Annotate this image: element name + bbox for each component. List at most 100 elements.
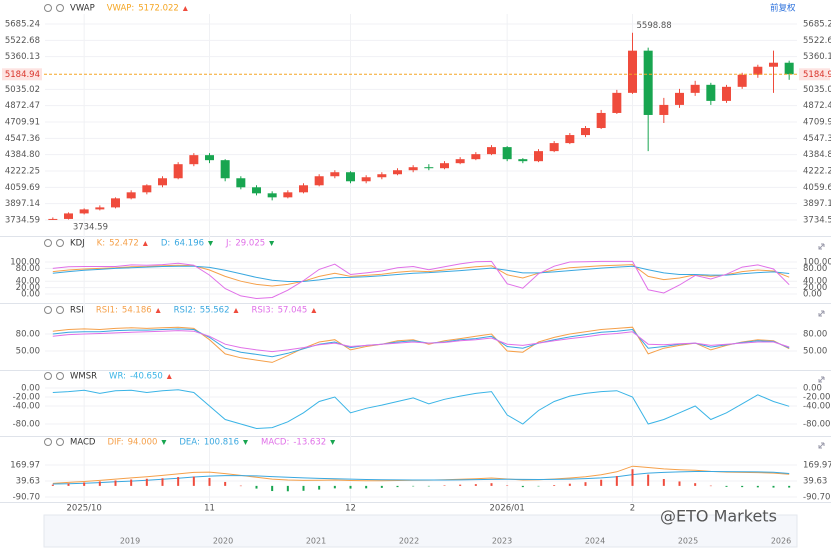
candle-body: [596, 112, 606, 129]
y-tick-label: 4709.91: [5, 118, 40, 128]
y-tick-label: 5685.24: [803, 20, 831, 30]
histogram-bar: [756, 485, 759, 488]
histogram-bar: [302, 485, 305, 491]
adjust-toggle[interactable]: 前复权: [770, 3, 796, 14]
y-tick-label: 4222.25: [803, 166, 831, 176]
x-tick-label: 12: [345, 504, 356, 514]
y-tick-label: -90.70: [13, 493, 40, 503]
candle-body: [737, 74, 747, 87]
trend-arrow: [269, 241, 275, 246]
candle-body: [95, 207, 105, 210]
y-tick-label: -20.00: [803, 393, 830, 403]
trend-arrow: [233, 308, 239, 313]
close-icon[interactable]: [56, 4, 64, 12]
settings-icon[interactable]: [44, 372, 52, 380]
close-icon[interactable]: [56, 372, 64, 380]
histogram-bar: [51, 484, 54, 486]
candle-body: [675, 92, 684, 105]
histogram-bar: [647, 474, 650, 486]
settings-icon[interactable]: [44, 4, 52, 12]
legend-name: MACD:: [261, 438, 289, 448]
histogram-bar: [239, 485, 242, 487]
panel-title: KDJ: [70, 239, 85, 249]
y-tick-label: 5522.68: [5, 36, 40, 46]
y-tick-label: 5035.02: [5, 85, 40, 95]
y-tick-label: 4709.91: [803, 118, 831, 128]
y-tick-label: 80.00: [16, 330, 40, 340]
navigator-year: 2022: [399, 537, 419, 546]
legend-value: 29.025: [235, 239, 265, 249]
candle-body: [267, 193, 277, 198]
y-tick-label: 39.63: [16, 477, 40, 487]
legend-name: DEA:: [179, 438, 199, 448]
settings-icon[interactable]: [44, 239, 52, 247]
close-icon[interactable]: [56, 306, 64, 314]
y-tick-label: 4384.80: [803, 150, 831, 160]
candle-body: [753, 66, 763, 75]
histogram-bar: [161, 478, 164, 486]
legend-name: WR:: [109, 372, 126, 382]
candle-body: [283, 192, 293, 198]
y-tick-label: 4872.47: [803, 101, 831, 111]
histogram-bar: [506, 485, 509, 486]
y-tick-label: -80.00: [803, 420, 830, 430]
trend-arrow: [161, 440, 167, 445]
expand-icon[interactable]: [818, 376, 825, 383]
close-icon[interactable]: [56, 438, 64, 446]
y-tick-label: 3734.59: [803, 215, 831, 225]
candle-body: [189, 155, 199, 165]
histogram-bar: [83, 482, 86, 486]
navigator-year: 2026: [771, 537, 791, 546]
series-line: [52, 389, 790, 430]
expand-icon[interactable]: [818, 442, 825, 449]
histogram-bar: [177, 477, 180, 486]
last-price-label: 5184.94: [5, 70, 40, 80]
y-tick-label: 50.00: [16, 347, 40, 357]
histogram-bar: [584, 482, 587, 486]
trend-arrow: [182, 6, 188, 11]
x-tick-label: 11: [204, 504, 215, 514]
navigator[interactable]: [43, 514, 798, 548]
candle-body: [706, 84, 716, 101]
y-tick-label: 4547.36: [803, 134, 831, 144]
candle-body: [455, 159, 465, 164]
close-icon[interactable]: [56, 239, 64, 247]
series-line: [52, 471, 790, 485]
y-tick-label: -40.00: [803, 402, 830, 412]
y-tick-label: 80.00: [803, 264, 827, 274]
legend-value: -40.650: [130, 372, 163, 382]
histogram-bar: [396, 485, 399, 488]
candle-body: [393, 170, 402, 175]
trend-arrow: [142, 241, 148, 246]
expand-icon[interactable]: [818, 243, 825, 250]
histogram-bar: [600, 479, 603, 486]
plot-area: 2025/10 11 12 2026/01 2 5685.24 5685.24 5522.68…: [2, 4, 831, 546]
histogram-bar: [568, 483, 571, 486]
y-tick-label: 0.00: [803, 384, 822, 394]
histogram-bar: [741, 485, 744, 488]
legend-value: -13.632: [293, 438, 326, 448]
histogram-bar: [412, 485, 415, 487]
y-tick-label: 0.00: [21, 384, 40, 394]
low-label: 3734.59: [73, 222, 108, 232]
expand-icon[interactable]: [818, 310, 825, 317]
candle-body: [424, 167, 434, 169]
last-price-box: [799, 68, 830, 81]
histogram-bar: [271, 485, 274, 492]
y-tick-label: 4547.36: [5, 134, 40, 144]
settings-icon[interactable]: [44, 306, 52, 314]
candle-body: [518, 159, 528, 162]
candle-body: [471, 154, 481, 160]
series-line: [52, 260, 790, 300]
candle-body: [549, 143, 559, 152]
legend-name: K:: [97, 239, 105, 249]
y-tick-label: 0.00: [803, 290, 822, 300]
histogram-bar: [474, 484, 477, 486]
navigator-year: 2020: [213, 537, 233, 546]
candle-body: [299, 185, 308, 193]
legend-name: RSI2:: [174, 306, 196, 316]
histogram-bar: [333, 485, 336, 489]
y-tick-label: 5035.02: [803, 85, 831, 95]
settings-icon[interactable]: [44, 438, 52, 446]
y-tick-label: 3897.14: [5, 199, 40, 209]
